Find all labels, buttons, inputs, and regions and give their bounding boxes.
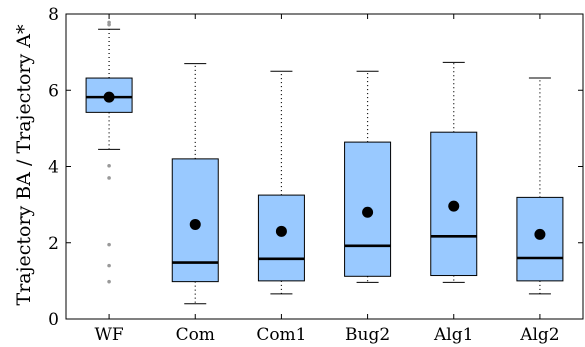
y-tick-label: 4 [48,158,59,178]
mean-marker [103,91,115,103]
y-tick-label: 8 [48,5,59,25]
mean-marker [275,225,287,237]
x-tick-label: Alg1 [433,325,473,345]
mean-marker [362,206,374,218]
outlier-point [107,20,111,25]
x-tick-label: Com [176,325,215,345]
x-tick-label: Alg2 [519,325,559,345]
x-tick-label: Com1 [256,325,306,345]
y-axis-label: Trajectory BA / Trajectory A* [13,24,35,305]
mean-marker [448,200,460,212]
x-tick-label: Bug2 [345,325,390,345]
y-tick-label: 0 [48,310,59,330]
mean-marker [534,228,546,240]
outlier-point [107,176,111,180]
outlier-point [107,279,111,284]
mean-marker [189,218,201,230]
axes-frame [65,13,584,320]
outlier-point [107,263,111,268]
plot-area: 0 2 4 6 8 WF Com Com1 Bug2 Alg1 Alg2 [48,5,584,345]
x-tick-label: WF [94,325,123,345]
outlier-point [107,163,111,168]
box [257,194,305,282]
outlier-point [107,242,111,247]
y-tick-label: 6 [48,81,59,101]
y-tick-label: 2 [48,234,59,254]
